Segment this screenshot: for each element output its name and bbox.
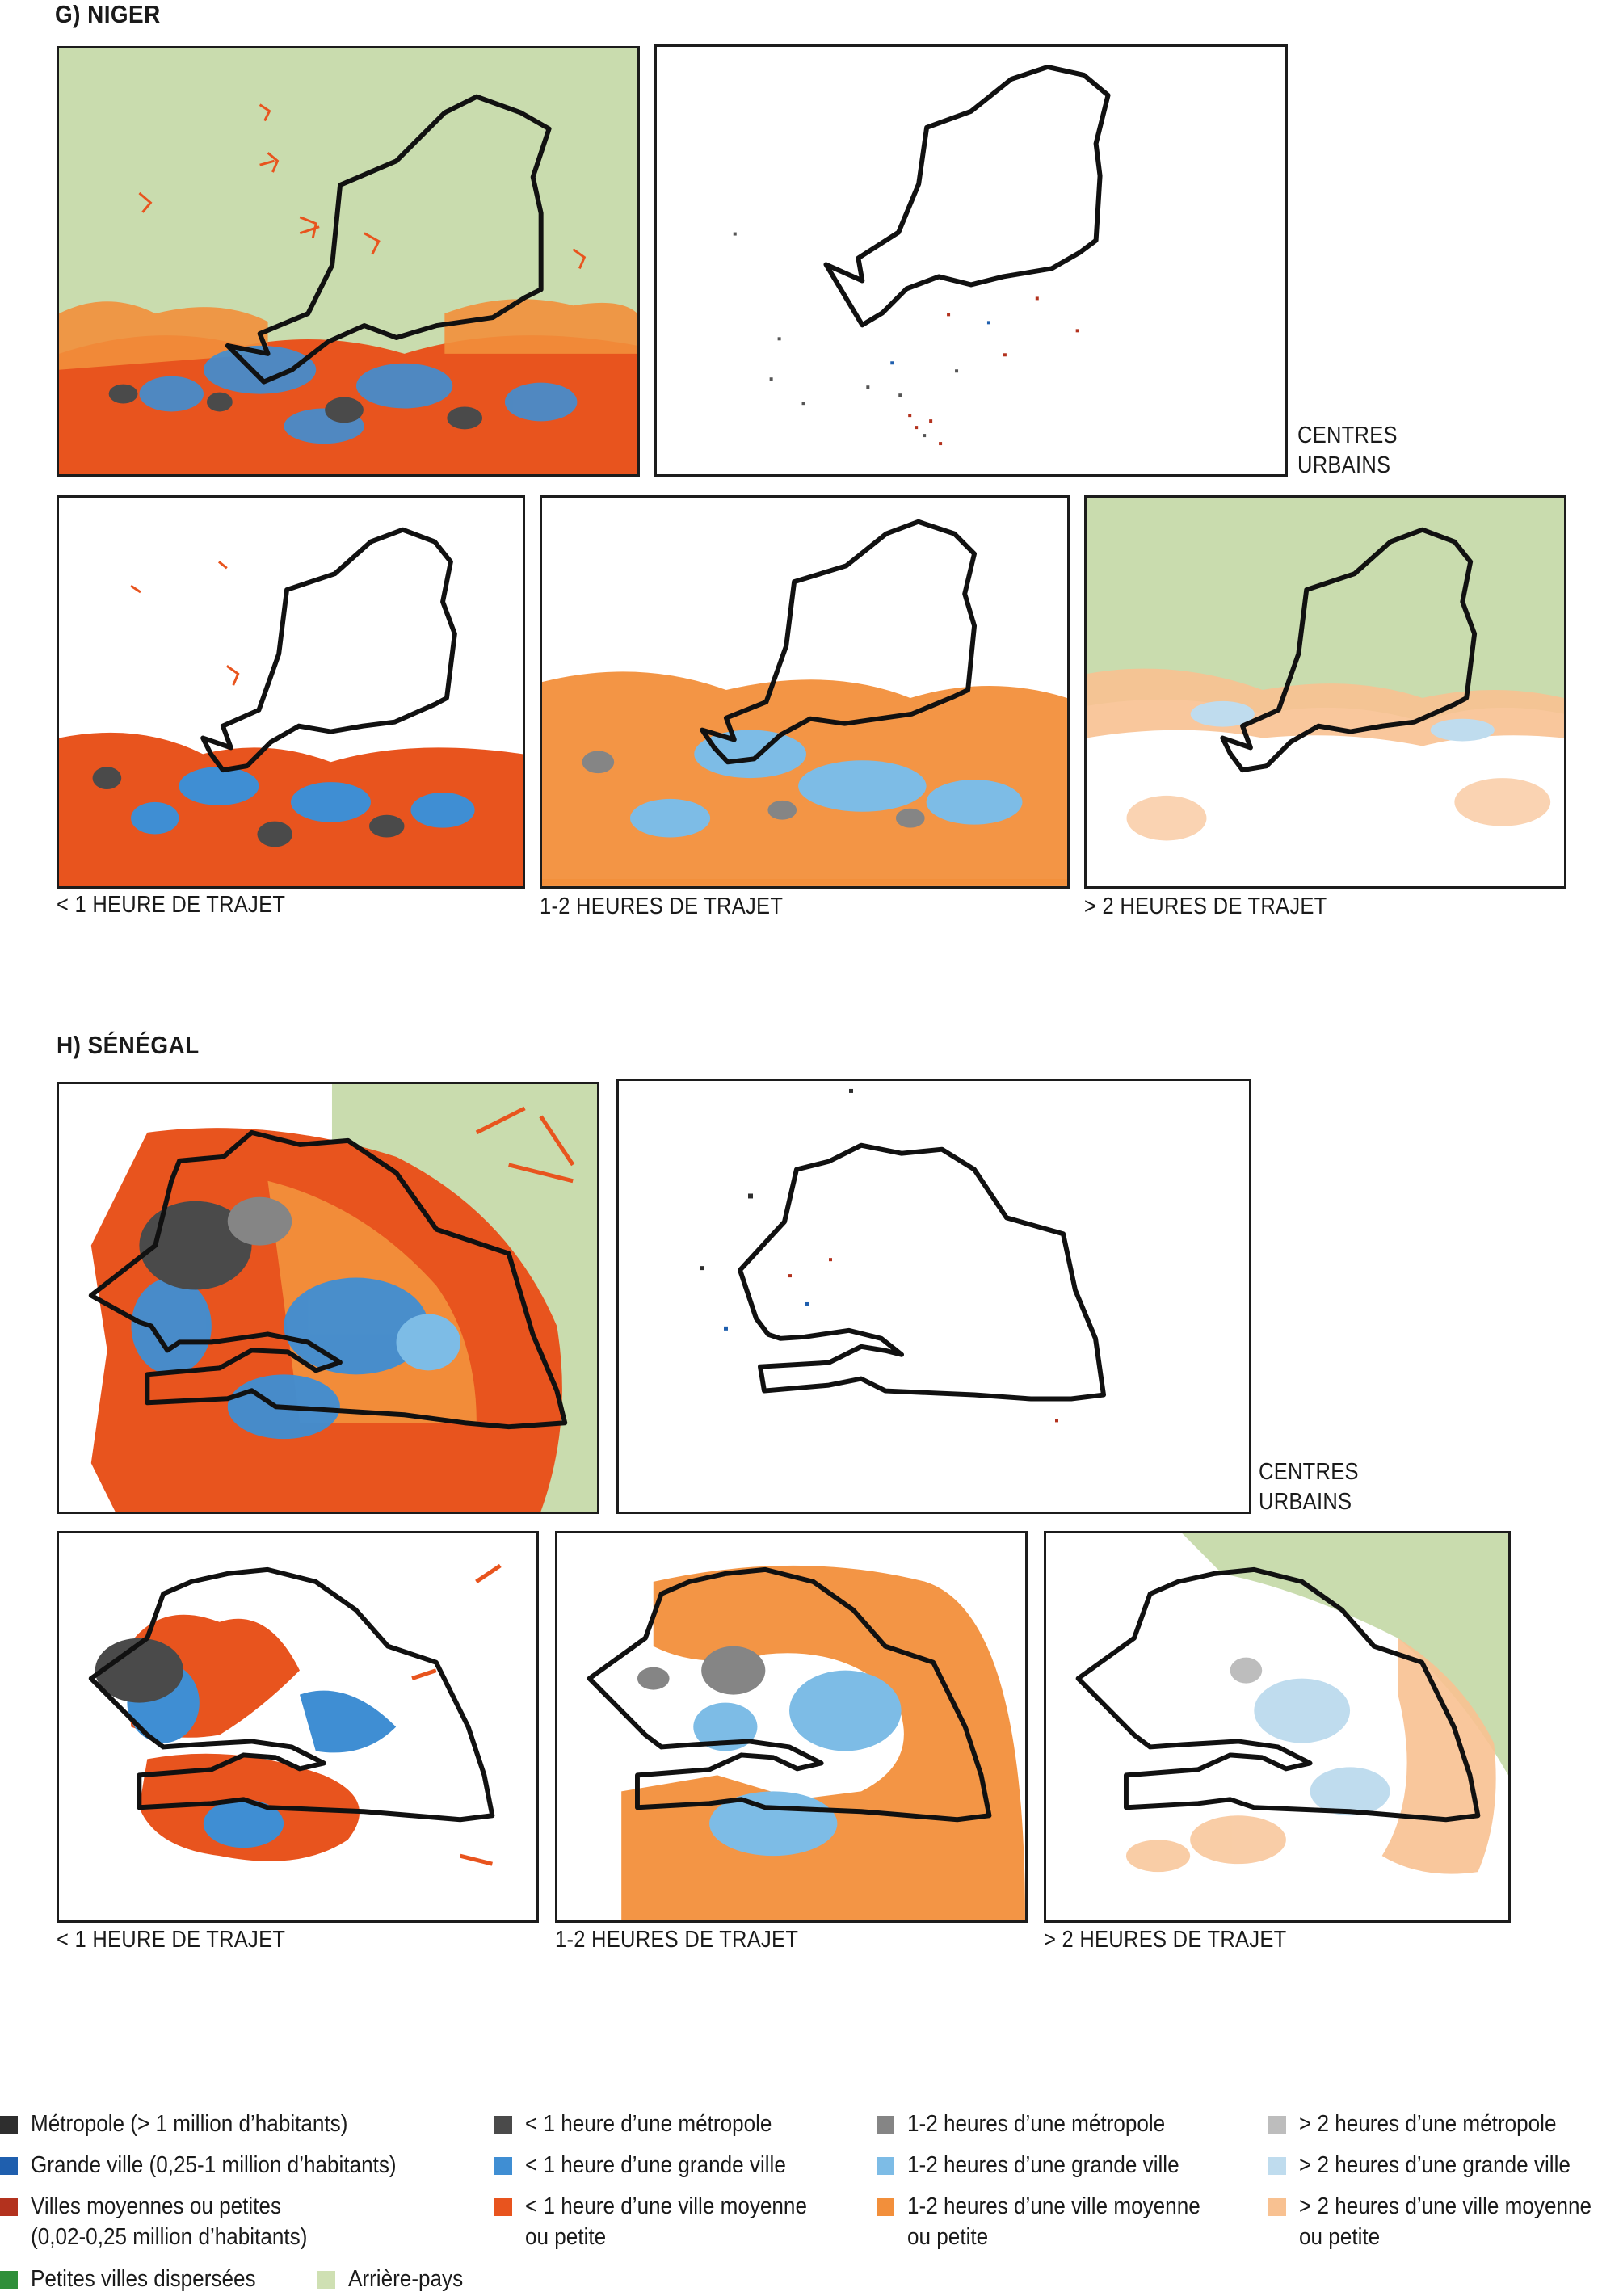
swatch-metropole bbox=[0, 2116, 18, 2134]
swatch-petites-villes bbox=[0, 2271, 18, 2289]
map-senegal-1-2h bbox=[555, 1531, 1028, 1923]
label-centres-line2: URBAINS bbox=[1259, 1489, 1352, 1515]
label-centres-urbains-niger: CENTRES URBAINS bbox=[1297, 421, 1398, 481]
swatch-gt2-metropole bbox=[1268, 2116, 1286, 2134]
map-niger-1-2h bbox=[540, 495, 1070, 889]
map-senegal-overview bbox=[57, 1082, 599, 1514]
label-centres-line1: CENTRES bbox=[1297, 423, 1398, 448]
map-senegal-gt2h bbox=[1044, 1531, 1511, 1923]
swatch-lt1-metropole bbox=[494, 2116, 512, 2134]
map-senegal-lt1h bbox=[57, 1531, 539, 1923]
caption-senegal-lt1h: < 1 HEURE DE TRAJET bbox=[57, 1927, 286, 1953]
label-centres-line2: URBAINS bbox=[1297, 452, 1391, 478]
section-title-niger: G) NIGER bbox=[55, 0, 161, 28]
section-title-senegal: H) SÉNÉGAL bbox=[57, 1031, 200, 1059]
caption-senegal-gt2h: > 2 HEURES DE TRAJET bbox=[1044, 1927, 1287, 1953]
senegal-overview-svg bbox=[59, 1084, 597, 1512]
caption-niger-1-2h: 1-2 HEURES DE TRAJET bbox=[540, 894, 784, 919]
swatch-lt1-moyenne bbox=[494, 2198, 512, 2216]
senegal-1-2h-svg bbox=[557, 1533, 1025, 1920]
senegal-lt1h-svg bbox=[59, 1533, 536, 1920]
swatch-grande-ville bbox=[0, 2157, 18, 2175]
map-niger-urban-centres bbox=[654, 44, 1288, 477]
swatch-lt1-grande bbox=[494, 2157, 512, 2175]
map-niger-lt1h bbox=[57, 495, 525, 889]
swatch-12-metropole bbox=[877, 2116, 894, 2134]
swatch-12-grande bbox=[877, 2157, 894, 2175]
swatch-villes-moyennes bbox=[0, 2198, 18, 2216]
label-centres-urbains-senegal: CENTRES URBAINS bbox=[1259, 1457, 1359, 1517]
niger-lt1h-svg bbox=[59, 498, 523, 886]
swatch-12-moyenne bbox=[877, 2198, 894, 2216]
niger-1-2h-svg bbox=[542, 498, 1067, 886]
senegal-centres-svg bbox=[619, 1081, 1249, 1512]
swatch-arriere-pays bbox=[317, 2271, 335, 2289]
swatch-gt2-moyenne bbox=[1268, 2198, 1286, 2216]
caption-senegal-1-2h: 1-2 HEURES DE TRAJET bbox=[555, 1927, 799, 1953]
senegal-gt2h-svg bbox=[1046, 1533, 1508, 1920]
map-niger-gt2h bbox=[1084, 495, 1566, 889]
caption-niger-gt2h: > 2 HEURES DE TRAJET bbox=[1084, 894, 1327, 919]
map-niger-overview bbox=[57, 46, 640, 477]
niger-overview-svg bbox=[59, 48, 637, 474]
swatch-gt2-grande bbox=[1268, 2157, 1286, 2175]
niger-gt2h-svg bbox=[1087, 498, 1564, 886]
label-centres-line1: CENTRES bbox=[1259, 1459, 1359, 1485]
map-senegal-urban-centres bbox=[616, 1079, 1251, 1514]
niger-centres-svg bbox=[657, 47, 1285, 474]
caption-niger-lt1h: < 1 HEURE DE TRAJET bbox=[57, 892, 286, 918]
legend: Métropole (> 1 million d’habitants) Gran… bbox=[0, 2100, 1602, 2296]
